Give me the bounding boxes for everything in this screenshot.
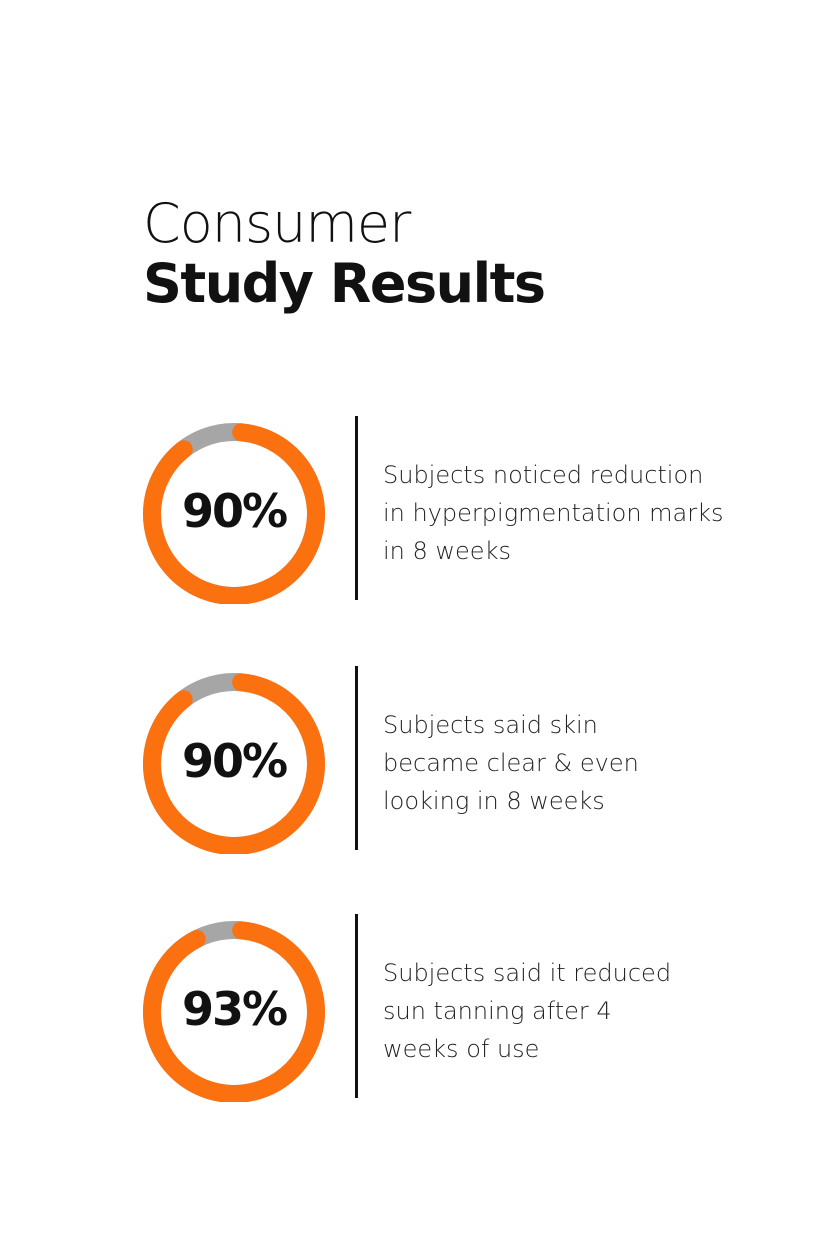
percentage-label: 90% [181,734,288,788]
description-line: sun tanning after 4 [383,997,612,1025]
description-line: Subjects said it reduced [383,959,672,987]
divider [355,914,358,1098]
donut-value-arc [143,673,325,854]
title-line-2: Study Results [143,252,546,315]
description-line: weeks of use [383,1035,540,1063]
percentage-label: 93% [181,982,288,1036]
stat-item: 93% Subjects said it reduced sun tanning … [0,912,840,1102]
percentage-label: 90% [181,484,288,538]
description-line: Subjects noticed reduction [383,461,704,489]
description-line: in 8 weeks [383,537,511,565]
donut-chart [143,673,325,854]
description: Subjects said it reduced sun tanning afte… [383,954,823,1068]
divider [355,666,358,850]
description-line: looking in 8 weeks [383,787,605,815]
donut-chart [143,921,325,1102]
title-line-1: Consumer [143,192,411,255]
stat-item: 90% Subjects said skin became clear & eve… [0,664,840,854]
description-line: Subjects said skin [383,711,598,739]
description: Subjects said skin became clear & even loo… [383,706,823,820]
divider [355,416,358,600]
description: Subjects noticed reduction in hyperpigmen… [383,456,823,570]
description-line: became clear & even [383,749,639,777]
donut-value-arc [143,423,325,604]
donut-chart [143,423,325,604]
donut-value-arc [143,921,325,1102]
stat-item: 90% Subjects noticed reduction in hyperpi… [0,414,840,604]
description-line: in hyperpigmentation marks [383,499,724,527]
